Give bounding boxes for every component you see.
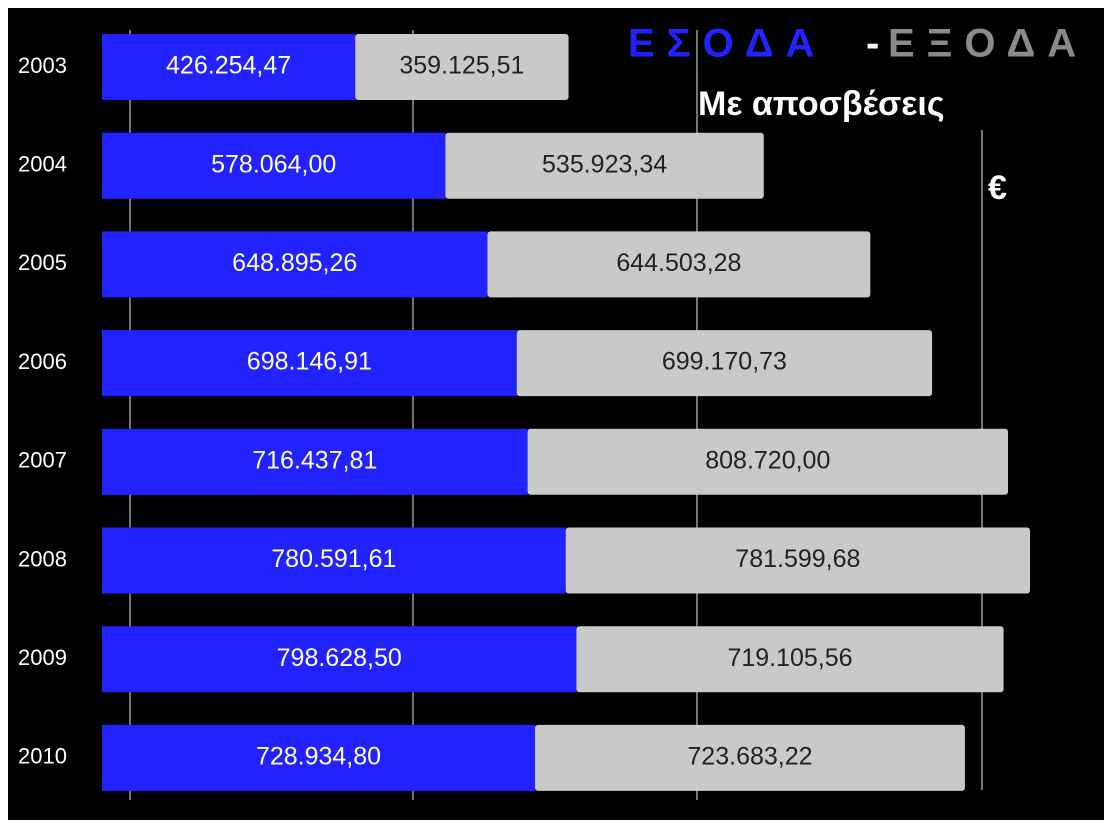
bar-segment xyxy=(516,330,933,397)
subtitle: Με αποσβέσεις xyxy=(698,85,945,123)
y-tick-label: 2008 xyxy=(18,546,67,571)
value-label: 648.895,26 xyxy=(232,249,357,277)
value-label: 699.170,73 xyxy=(662,348,787,376)
value-label: 535.923,34 xyxy=(542,150,667,178)
value-label: 716.437,81 xyxy=(252,446,377,474)
background xyxy=(8,8,1104,820)
value-label: 781.599,68 xyxy=(735,545,860,573)
bar-segment xyxy=(102,527,566,594)
y-tick-label: 2004 xyxy=(18,152,67,177)
bar-segment xyxy=(102,132,446,199)
bar-segment xyxy=(102,724,536,791)
legend-expense: ΕΞΟΔΑ xyxy=(888,22,1088,66)
y-tick-label: 2007 xyxy=(18,448,67,473)
bar-segment xyxy=(445,132,764,199)
bar-segment xyxy=(102,330,517,397)
bar-segment xyxy=(102,626,577,693)
value-label: 698.146,91 xyxy=(247,348,372,376)
value-label: 728.934,80 xyxy=(256,743,381,771)
bars: 426.254,47 359.125,51 578.064,00 535.923,34… xyxy=(102,34,1031,791)
bar-segment xyxy=(102,428,528,495)
y-tick-label: 2003 xyxy=(18,53,67,78)
value-label: 359.125,51 xyxy=(399,52,524,80)
value-label: 780.591,61 xyxy=(271,545,396,573)
value-label: 723.683,22 xyxy=(687,743,812,771)
y-tick-label: 2005 xyxy=(18,250,67,275)
value-label: 798.628,50 xyxy=(277,644,402,672)
bar-segment xyxy=(527,428,1009,495)
y-tick-label: 2006 xyxy=(18,349,67,374)
bar-segment xyxy=(576,626,1004,693)
value-label: 426.254,47 xyxy=(166,52,291,80)
bar-segment xyxy=(565,527,1031,594)
bar-segment xyxy=(102,34,356,100)
y-tick-label: 2009 xyxy=(18,645,67,670)
value-label: 808.720,00 xyxy=(705,446,830,474)
legend-income: ΕΣΟΔΑ xyxy=(628,22,826,66)
bar-segment xyxy=(102,231,488,298)
value-label: 578.064,00 xyxy=(211,150,336,178)
title-separator: - xyxy=(866,22,891,66)
value-label: 719.105,56 xyxy=(727,644,852,672)
bar-segment xyxy=(487,231,871,298)
bar-segment xyxy=(355,34,569,100)
y-tick-label: 2010 xyxy=(18,744,67,769)
unit: € xyxy=(988,169,1007,207)
bar-segment xyxy=(535,724,965,791)
value-label: 644.503,28 xyxy=(616,249,741,277)
